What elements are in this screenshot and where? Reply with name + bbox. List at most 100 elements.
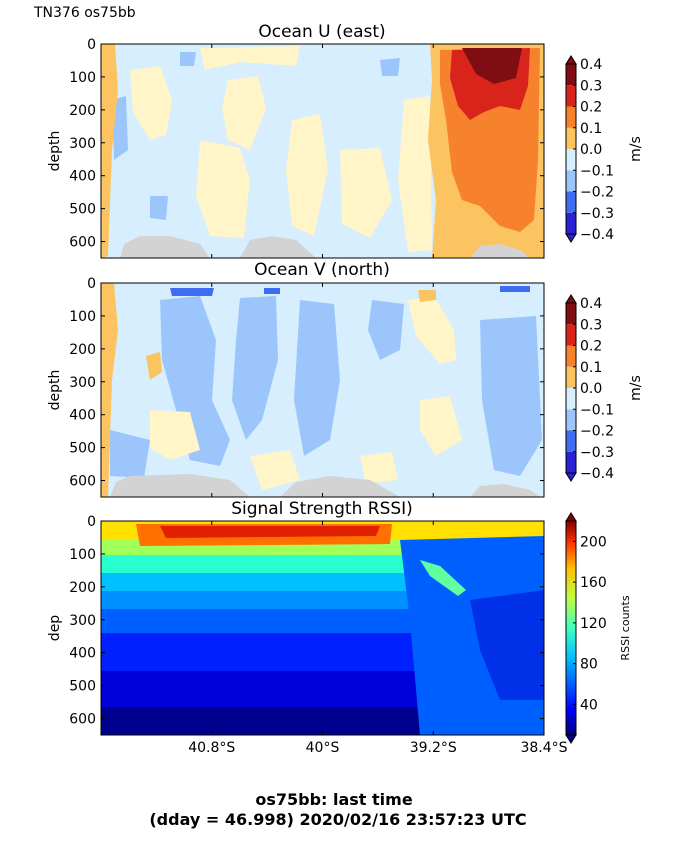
rssi-streak	[420, 560, 466, 596]
footer-line-2: (dday = 46.998) 2020/02/16 23:57:23 UTC	[149, 810, 526, 829]
u-positive-patch-2	[200, 46, 300, 70]
colorbar-gradient	[566, 521, 576, 735]
colorbar-tick-label: 40	[580, 697, 598, 713]
panel-rssi-x-axis: 40.8°S 40°S 39.2°S 38.4°S	[188, 521, 568, 756]
panel-v-cbar-label: m/s	[628, 375, 644, 401]
panel-rssi-colorbar: 200 160 120 80 40	[565, 512, 607, 744]
panel-ocean-u: Ocean U (east) 0 100 200 300 400 500 600	[47, 22, 644, 259]
panel-rssi-cbar-label: RSSI counts	[619, 595, 632, 660]
panel-u-cbar-label: m/s	[628, 136, 644, 162]
v-negative-patch-4	[368, 300, 404, 360]
y-tick-label: 400	[69, 169, 96, 185]
y-tick-label: 600	[69, 712, 96, 728]
colorbar-segment	[566, 170, 576, 192]
x-tick-label: 40°S	[306, 740, 340, 756]
v-negative-patch-1	[160, 296, 230, 466]
colorbar-tick-label: 0.0	[580, 381, 602, 397]
colorbar-tick-label: 200	[580, 534, 607, 550]
colorbar-segment	[566, 388, 576, 410]
colorbar-tick-label: −0.2	[580, 424, 614, 440]
rssi-surface-max	[160, 526, 380, 538]
v-positive-patch-2	[408, 296, 456, 364]
v-positive-patch-4	[360, 452, 398, 484]
footer-line-1: os75bb: last time	[255, 790, 412, 809]
u-bottom-mask-1	[120, 236, 210, 258]
x-tick-label: 40.8°S	[188, 740, 235, 756]
panel-rssi-y-axis: 0 100 200 300 400 500 600	[69, 514, 544, 728]
colorbar-tick-label: 160	[580, 575, 607, 591]
v-negative-patch-2	[232, 296, 278, 440]
u-bottom-mask-2	[240, 236, 316, 258]
colorbar-segment	[566, 212, 576, 234]
y-tick-label: 100	[69, 70, 96, 86]
colorbar-tick-label: 0.3	[580, 78, 602, 94]
colorbar-segment	[566, 366, 576, 388]
corner-label: TN376 os75bb	[33, 5, 136, 21]
colorbar-tick-label: 0.0	[580, 142, 602, 158]
y-tick-label: 200	[69, 580, 96, 596]
colorbar-segment	[566, 430, 576, 452]
colorbar-segment	[566, 451, 576, 473]
x-tick-label: 39.2°S	[410, 740, 457, 756]
colorbar-extend-bottom	[565, 472, 577, 482]
y-tick-label: 500	[69, 679, 96, 695]
y-tick-label: 300	[69, 375, 96, 391]
u-negative-patch-3	[180, 52, 196, 66]
colorbar-tick-label: −0.4	[580, 466, 614, 482]
panel-v-field	[101, 283, 544, 497]
y-tick-label: 300	[69, 613, 96, 629]
v-positive-patch-3	[420, 396, 462, 456]
u-negative-patch-2	[150, 196, 168, 220]
y-tick-label: 0	[87, 37, 96, 53]
u-positive-patch-1	[130, 66, 172, 140]
colorbar-segment	[566, 345, 576, 367]
colorbar-segment	[566, 191, 576, 213]
y-tick-label: 0	[87, 514, 96, 530]
u-positive-patch-6	[340, 148, 392, 238]
u-east-jet-l4	[462, 48, 522, 84]
u-negative-patch-1	[112, 96, 128, 160]
v-positive-patch-5	[250, 450, 300, 490]
panel-u-field	[101, 44, 544, 258]
v-negative-patch-5	[480, 316, 542, 476]
panel-rssi-ylabel: dep	[47, 615, 63, 642]
colorbar-segment	[566, 409, 576, 431]
y-tick-label: 500	[69, 202, 96, 218]
y-tick-label: 400	[69, 408, 96, 424]
panel-v-y-axis: 0 100 200 300 400 500 600	[69, 276, 544, 490]
panel-u-ylabel: depth	[47, 131, 63, 172]
y-tick-label: 300	[69, 136, 96, 152]
colorbar-tick-label: 120	[580, 616, 607, 632]
panel-u-title: Ocean U (east)	[258, 22, 385, 42]
y-tick-label: 100	[69, 547, 96, 563]
y-tick-label: 500	[69, 441, 96, 457]
v-orange-patch-2	[418, 290, 436, 302]
colorbar-tick-label: −0.3	[580, 445, 614, 461]
v-bottom-mask-2	[280, 476, 400, 497]
panel-rssi-title: Signal Strength RSSI)	[231, 499, 413, 519]
colorbar-tick-label: −0.1	[580, 163, 614, 179]
colorbar-tick-label: −0.4	[580, 227, 614, 243]
v-surface-strip	[170, 286, 530, 296]
colorbar-tick-label: 80	[580, 657, 598, 673]
colorbar-tick-label: 0.4	[580, 57, 602, 73]
panel-v-x-ticks	[211, 283, 545, 497]
colorbar-tick-label: 0.1	[580, 121, 602, 137]
colorbar-tick-label: −0.2	[580, 185, 614, 201]
panel-v-colorbar: 0.4 0.3 0.2 0.1 0.0 −0.1 −0.2 −0.3 −0.4	[565, 294, 614, 482]
panel-v-ylabel: depth	[47, 370, 63, 411]
y-tick-label: 400	[69, 646, 96, 662]
v-west-edge-band	[101, 283, 118, 497]
u-west-edge-band	[101, 44, 118, 258]
u-bottom-mask-3	[470, 244, 530, 258]
v-negative-patch-3	[294, 300, 340, 456]
y-tick-label: 600	[69, 235, 96, 251]
panel-rssi: Signal Strength RSSI) 0 100 200 300 400 500 60…	[47, 499, 632, 756]
colorbar-tick-label: 0.4	[580, 296, 602, 312]
u-positive-patch-4	[196, 140, 250, 238]
v-bottom-mask-1	[110, 474, 250, 497]
v-orange-patch-1	[146, 352, 162, 380]
colorbar-tick-label: 0.1	[580, 360, 602, 376]
v-bottom-mask-3	[470, 484, 540, 497]
